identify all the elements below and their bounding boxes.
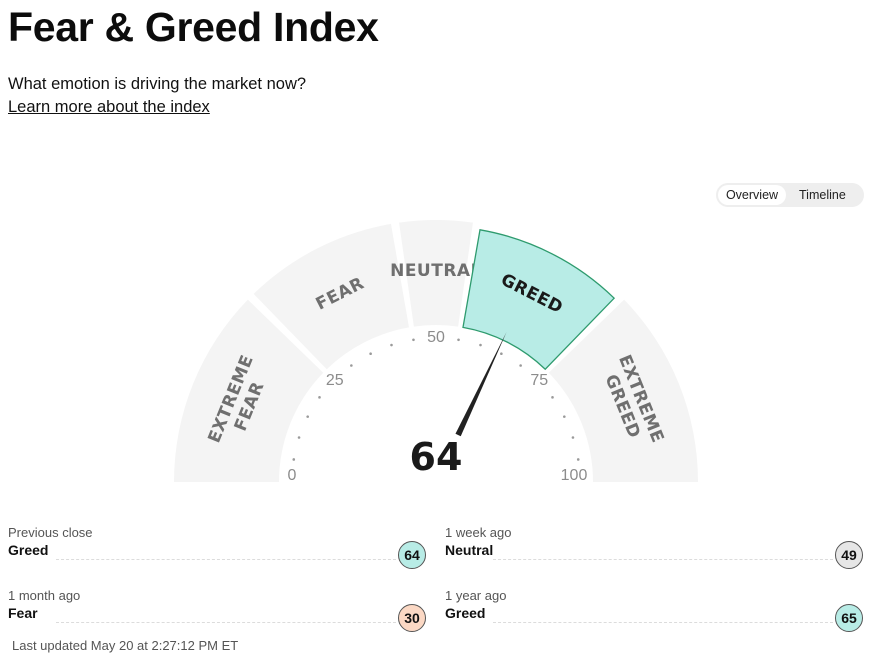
stat-value-badge: 65	[835, 604, 863, 632]
gauge-tick-dot	[457, 338, 460, 342]
stat-rating: Neutral	[445, 542, 494, 558]
gauge-tick-label: 25	[326, 372, 344, 389]
gauge-segment-extreme-fear	[174, 299, 324, 482]
stat-divider	[56, 559, 396, 560]
gauge-tick-dot	[292, 458, 296, 461]
gauge-tick-label: 100	[561, 467, 588, 484]
gauge-tick-dot	[576, 458, 580, 461]
page-title: Fear & Greed Index	[8, 4, 379, 50]
gauge-tick-dot	[369, 352, 372, 355]
gauge-tick-dot	[297, 436, 301, 439]
page-subtitle: What emotion is driving the market now?	[8, 75, 307, 93]
view-toggle: Overview Timeline	[716, 183, 864, 207]
stat-rating: Greed	[445, 605, 486, 621]
stat-label: 1 month ago	[8, 588, 81, 603]
stat-1-year-ago: 1 year ago Greed 65	[445, 588, 863, 640]
gauge-segment-fear	[253, 223, 410, 370]
overview-tab[interactable]: Overview	[718, 185, 786, 205]
stat-divider	[493, 622, 833, 623]
gauge-tick-dot	[350, 364, 353, 367]
gauge-center-disc	[384, 430, 488, 482]
gauge-needle	[455, 331, 507, 437]
gauge-tick-dot	[551, 396, 554, 399]
stat-rating: Fear	[8, 605, 38, 621]
stat-value-badge: 49	[835, 541, 863, 569]
gauge-tick-dot	[571, 436, 575, 439]
gauge-tick-label: 0	[288, 467, 297, 484]
stat-value-badge: 30	[398, 604, 426, 632]
stat-label: 1 year ago	[445, 588, 507, 603]
stat-divider	[56, 622, 396, 623]
gauge-tick-dot	[318, 396, 321, 399]
gauge-tick-dot	[563, 415, 566, 418]
stat-divider	[493, 559, 833, 560]
gauge-score: 64	[410, 435, 463, 479]
gauge-tick-dot	[306, 415, 309, 418]
stat-1-week-ago: 1 week ago Neutral 49	[445, 525, 863, 577]
stat-previous-close: Previous close Greed 64	[8, 525, 426, 577]
gauge-segment-extreme-greed	[548, 299, 698, 482]
stat-label: 1 week ago	[445, 525, 512, 540]
timeline-tab[interactable]: Timeline	[799, 188, 846, 202]
gauge-tick-label: 75	[530, 372, 548, 389]
gauge-tick-dot	[519, 364, 522, 367]
gauge-tick-dot	[412, 338, 415, 342]
gauge-segment-neutral	[399, 219, 473, 327]
gauge-segment-greed	[462, 229, 616, 371]
stat-rating: Greed	[8, 542, 49, 558]
gauge-tick-dot	[500, 352, 503, 355]
stat-value-badge: 64	[398, 541, 426, 569]
last-updated: Last updated May 20 at 2:27:12 PM ET	[12, 638, 239, 653]
stat-1-month-ago: 1 month ago Fear 30	[8, 588, 426, 640]
gauge-tick-dot	[390, 343, 393, 347]
stat-label: Previous close	[8, 525, 93, 540]
gauge-segment-label: NEUTRAL	[390, 261, 482, 281]
gauge-tick-label: 50	[427, 329, 445, 346]
gauge-tick-dot	[479, 343, 482, 347]
learn-more-link[interactable]: Learn more about the index	[8, 98, 210, 116]
